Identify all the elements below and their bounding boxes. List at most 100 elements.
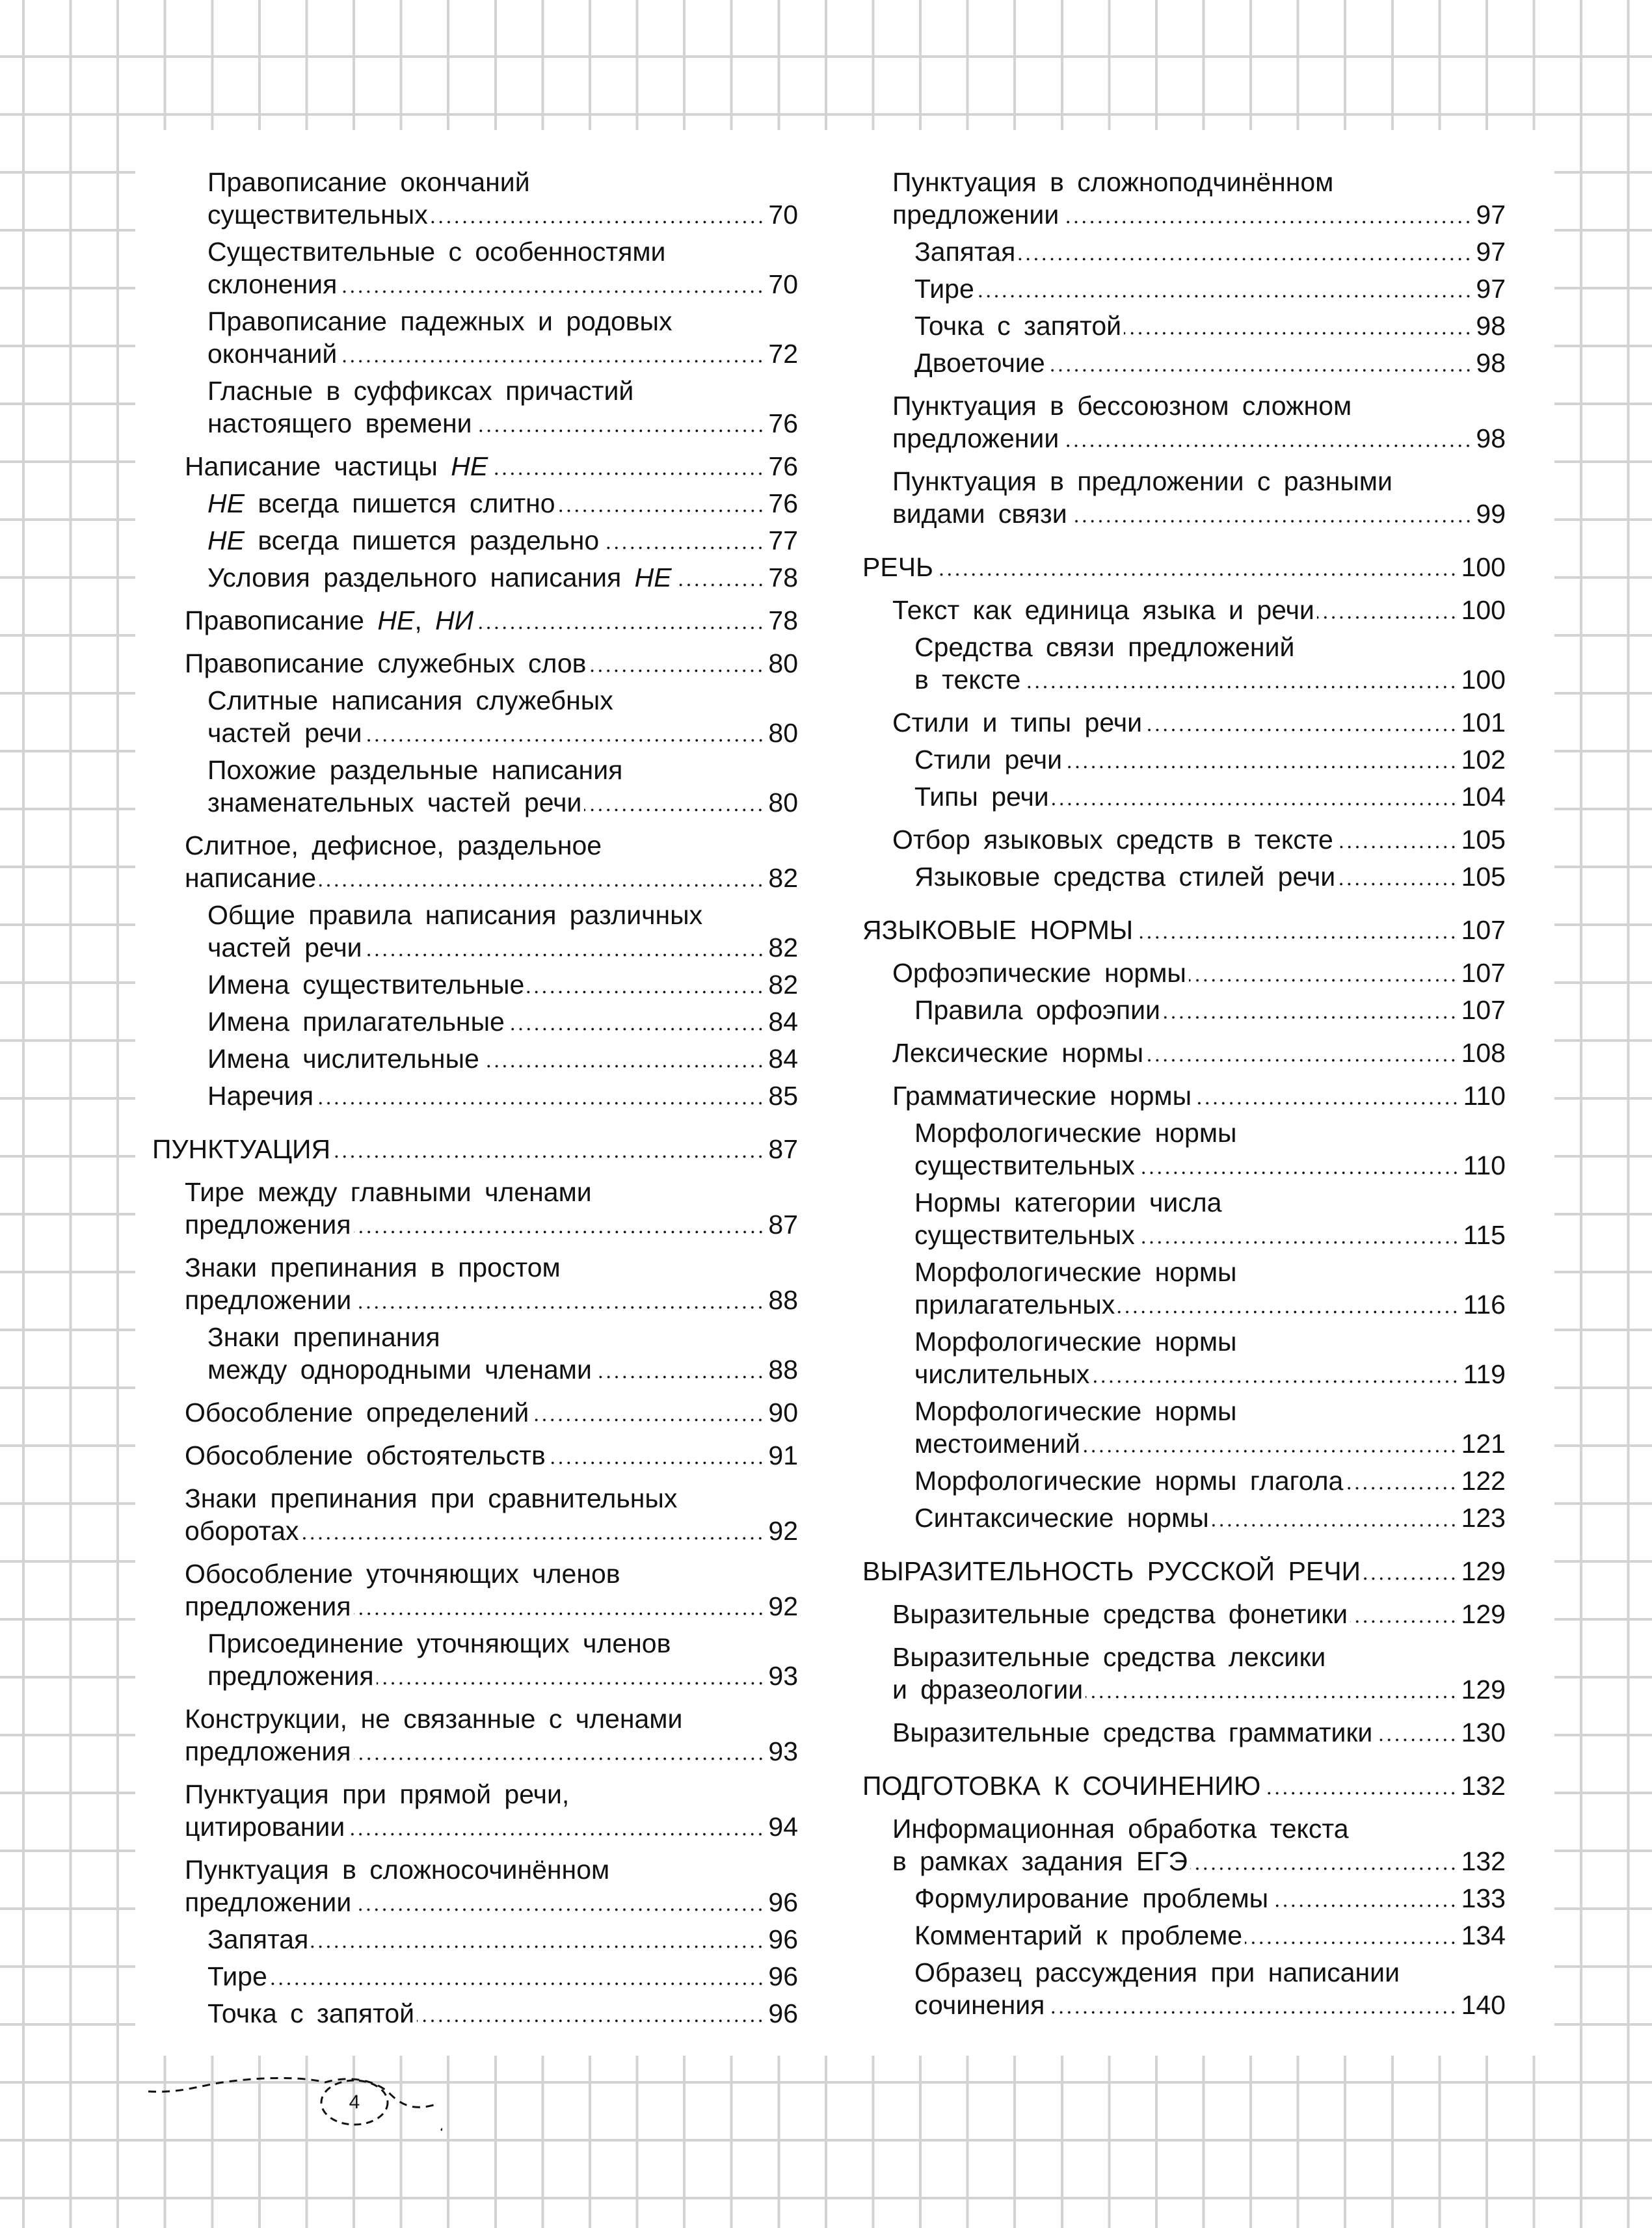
toc-entry-title: Морфологические нормы: [914, 1396, 1237, 1426]
toc-entry[interactable]: Тире 97: [862, 272, 1506, 305]
toc-entry[interactable]: Синтаксические нормы 123: [862, 1502, 1506, 1534]
toc-entry[interactable]: Выразительные средства грамматики 130: [862, 1716, 1506, 1749]
toc-entry[interactable]: Точка с запятой 96: [152, 1997, 798, 2030]
toc-entry[interactable]: Знаки препинания при сравнительных оборот…: [152, 1482, 798, 1547]
toc-entry-title: Текст как единица языка и речи: [892, 595, 1314, 625]
toc-entry-line: Языковые средства стилей речи 105: [914, 860, 1506, 893]
toc-entry-line: предложения 87: [185, 1208, 798, 1241]
toc-entry[interactable]: Типы речи 104: [862, 780, 1506, 813]
toc-entry-title: предложении: [185, 1887, 352, 1917]
toc-entry[interactable]: Гласные в суффиксах причастий настоящего …: [152, 375, 798, 440]
toc-entry[interactable]: Морфологические нормы существительных 110: [862, 1117, 1506, 1182]
toc-entry[interactable]: Текст как единица языка и речи 100: [862, 594, 1506, 626]
toc-entry[interactable]: Морфологические нормы местоимений 121: [862, 1395, 1506, 1460]
toc-entry[interactable]: Знаки препинания в простом предложении 88: [152, 1251, 798, 1316]
toc-entry[interactable]: Слитное, дефисное, раздельное написание 82: [152, 829, 798, 894]
dot-leader: [1051, 802, 1458, 806]
dot-leader: [1047, 369, 1472, 372]
toc-entry-line: Выразительные средства лексики: [892, 1641, 1506, 1673]
toc-section-entry[interactable]: ПУНКТУАЦИЯ 87: [152, 1133, 798, 1165]
toc-entry[interactable]: Стили и типы речи 101: [862, 706, 1506, 739]
toc-entry[interactable]: Правописание падежных и родовых окончаний…: [152, 305, 798, 370]
toc-entry-line: Гласные в суффиксах причастий: [207, 375, 798, 407]
toc-entry[interactable]: Нормы категории числа существительных 115: [862, 1186, 1506, 1251]
toc-entry[interactable]: Грамматические нормы 110: [862, 1080, 1506, 1112]
toc-entry[interactable]: Правила орфоэпии 107: [862, 994, 1506, 1026]
toc-entry[interactable]: Стили речи 102: [862, 743, 1506, 776]
toc-entry[interactable]: Наречия 85: [152, 1080, 798, 1112]
toc-entry[interactable]: Тире 96: [152, 1960, 798, 1993]
toc-entry-line: Запятая 97: [914, 235, 1506, 268]
toc-entry-title: Орфоэпические нормы: [892, 958, 1186, 988]
toc-entry[interactable]: Морфологические нормы прилагательных 116: [862, 1256, 1506, 1321]
toc-entry[interactable]: Написание частицы НЕ 76: [152, 450, 798, 483]
toc-entry-line: РЕЧЬ 100: [862, 551, 1506, 583]
toc-entry[interactable]: Формулирование проблемы 133: [862, 1882, 1506, 1915]
toc-entry[interactable]: Отбор языковых средств в тексте 105: [862, 823, 1506, 856]
toc-page-number: 107: [1461, 915, 1506, 945]
toc-entry[interactable]: Пунктуация в бессоюзном сложном предложен…: [862, 390, 1506, 455]
toc-entry[interactable]: Имена прилагательные 84: [152, 1005, 798, 1038]
toc-entry[interactable]: Правописание НЕ, НИ 78: [152, 604, 798, 637]
toc-entry[interactable]: Конструкции, не связанные с членами предл…: [152, 1703, 798, 1768]
toc-entry[interactable]: Пунктуация при прямой речи, цитировании 94: [152, 1778, 798, 1843]
toc-entry-title: Пунктуация при прямой речи,: [185, 1779, 570, 1809]
toc-entry[interactable]: Орфоэпические нормы 107: [862, 957, 1506, 989]
toc-entry[interactable]: Знаки препинания между однородными членам…: [152, 1321, 798, 1386]
toc-entry-line: Пунктуация при прямой речи,: [185, 1778, 798, 1810]
content-panel: [135, 130, 1554, 2056]
dot-leader: [340, 290, 765, 293]
toc-entry[interactable]: Имена существительные 82: [152, 968, 798, 1001]
toc-section-entry[interactable]: ПОДГОТОВКА К СОЧИНЕНИЮ 132: [862, 1770, 1506, 1802]
toc-entry[interactable]: Правописание служебных слов 80: [152, 647, 798, 680]
toc-entry[interactable]: Существительные с особенностями склонения…: [152, 235, 798, 300]
toc-section-entry[interactable]: РЕЧЬ 100: [862, 551, 1506, 583]
toc-entry-title: предложения: [185, 1210, 351, 1240]
dot-leader: [1245, 1941, 1458, 1944]
toc-entry[interactable]: Морфологические нормы глагола 122: [862, 1465, 1506, 1497]
toc-page-number: 87: [768, 1134, 798, 1164]
toc-section-entry[interactable]: ЯЗЫКОВЫЕ НОРМЫ 107: [862, 914, 1506, 946]
toc-entry[interactable]: Имена числительные 84: [152, 1042, 798, 1075]
toc-entry[interactable]: НЕ всегда пишется раздельно 77: [152, 524, 798, 557]
toc-entry[interactable]: Похожие раздельные написания знаменательн…: [152, 754, 798, 819]
toc-section-entry[interactable]: ВЫРАЗИТЕЛЬНОСТЬ РУССКОЙ РЕЧИ 129: [862, 1555, 1506, 1587]
toc-entry-line: Правописание служебных слов 80: [185, 647, 798, 680]
toc-entry[interactable]: Обособление определений 90: [152, 1396, 798, 1429]
toc-entry[interactable]: Образец рассуждения при написании сочинен…: [862, 1956, 1506, 2021]
toc-entry[interactable]: Обособление уточняющих членов предложения…: [152, 1558, 798, 1623]
toc-entry[interactable]: Правописание окончаний существительных 70: [152, 166, 798, 231]
toc-entry-line: в рамках задания ЕГЭ 132: [892, 1845, 1506, 1877]
toc-entry[interactable]: Двоеточие 98: [862, 347, 1506, 379]
toc-entry[interactable]: Комментарий к проблеме 134: [862, 1919, 1506, 1952]
toc-entry[interactable]: Тире между главными членами предложения 87: [152, 1176, 798, 1241]
toc-entry-title: Формулирование проблемы: [914, 1883, 1269, 1913]
toc-entry[interactable]: Средства связи предложений в тексте 100: [862, 631, 1506, 696]
toc-entry[interactable]: Условия раздельного написания НЕ 78: [152, 561, 798, 594]
dot-leader: [353, 1612, 765, 1615]
toc-entry-line: Пунктуация в бессоюзном сложном: [892, 390, 1506, 422]
toc-entry-title: предложении: [892, 423, 1059, 453]
toc-entry-line: написание 82: [185, 862, 798, 894]
toc-entry[interactable]: Слитные написания служебных частей речи 80: [152, 684, 798, 749]
toc-entry[interactable]: Языковые средства стилей речи 105: [862, 860, 1506, 893]
toc-entry[interactable]: Информационная обработка текста в рамках …: [862, 1812, 1506, 1877]
toc-entry[interactable]: Морфологические нормы числительных 119: [862, 1325, 1506, 1390]
toc-entry[interactable]: Выразительные средства фонетики 129: [862, 1598, 1506, 1630]
toc-entry[interactable]: Обособление обстоятельств 91: [152, 1439, 798, 1472]
toc-entry[interactable]: Точка с запятой 98: [862, 310, 1506, 342]
toc-entry[interactable]: Пунктуация в сложносочинённом предложении…: [152, 1853, 798, 1918]
toc-entry-line: Средства связи предложений: [914, 631, 1506, 663]
italic-particle: НЕ: [377, 605, 415, 635]
toc-entry[interactable]: Лексические нормы 108: [862, 1037, 1506, 1069]
toc-entry[interactable]: Пунктуация в предложении с разными видами…: [862, 465, 1506, 530]
toc-entry[interactable]: НЕ всегда пишется слитно 76: [152, 487, 798, 520]
toc-entry[interactable]: Запятая 97: [862, 235, 1506, 268]
toc-entry[interactable]: Пунктуация в сложноподчинённом предложени…: [862, 166, 1506, 231]
dot-leader: [476, 626, 765, 630]
toc-entry-line: Знаки препинания при сравнительных: [185, 1482, 798, 1515]
toc-entry[interactable]: Запятая 96: [152, 1923, 798, 1956]
toc-entry[interactable]: Выразительные средства лексики и фразеоло…: [862, 1641, 1506, 1706]
toc-entry[interactable]: Общие правила написания различных частей …: [152, 899, 798, 964]
toc-entry[interactable]: Присоединение уточняющих членов предложен…: [152, 1627, 798, 1692]
